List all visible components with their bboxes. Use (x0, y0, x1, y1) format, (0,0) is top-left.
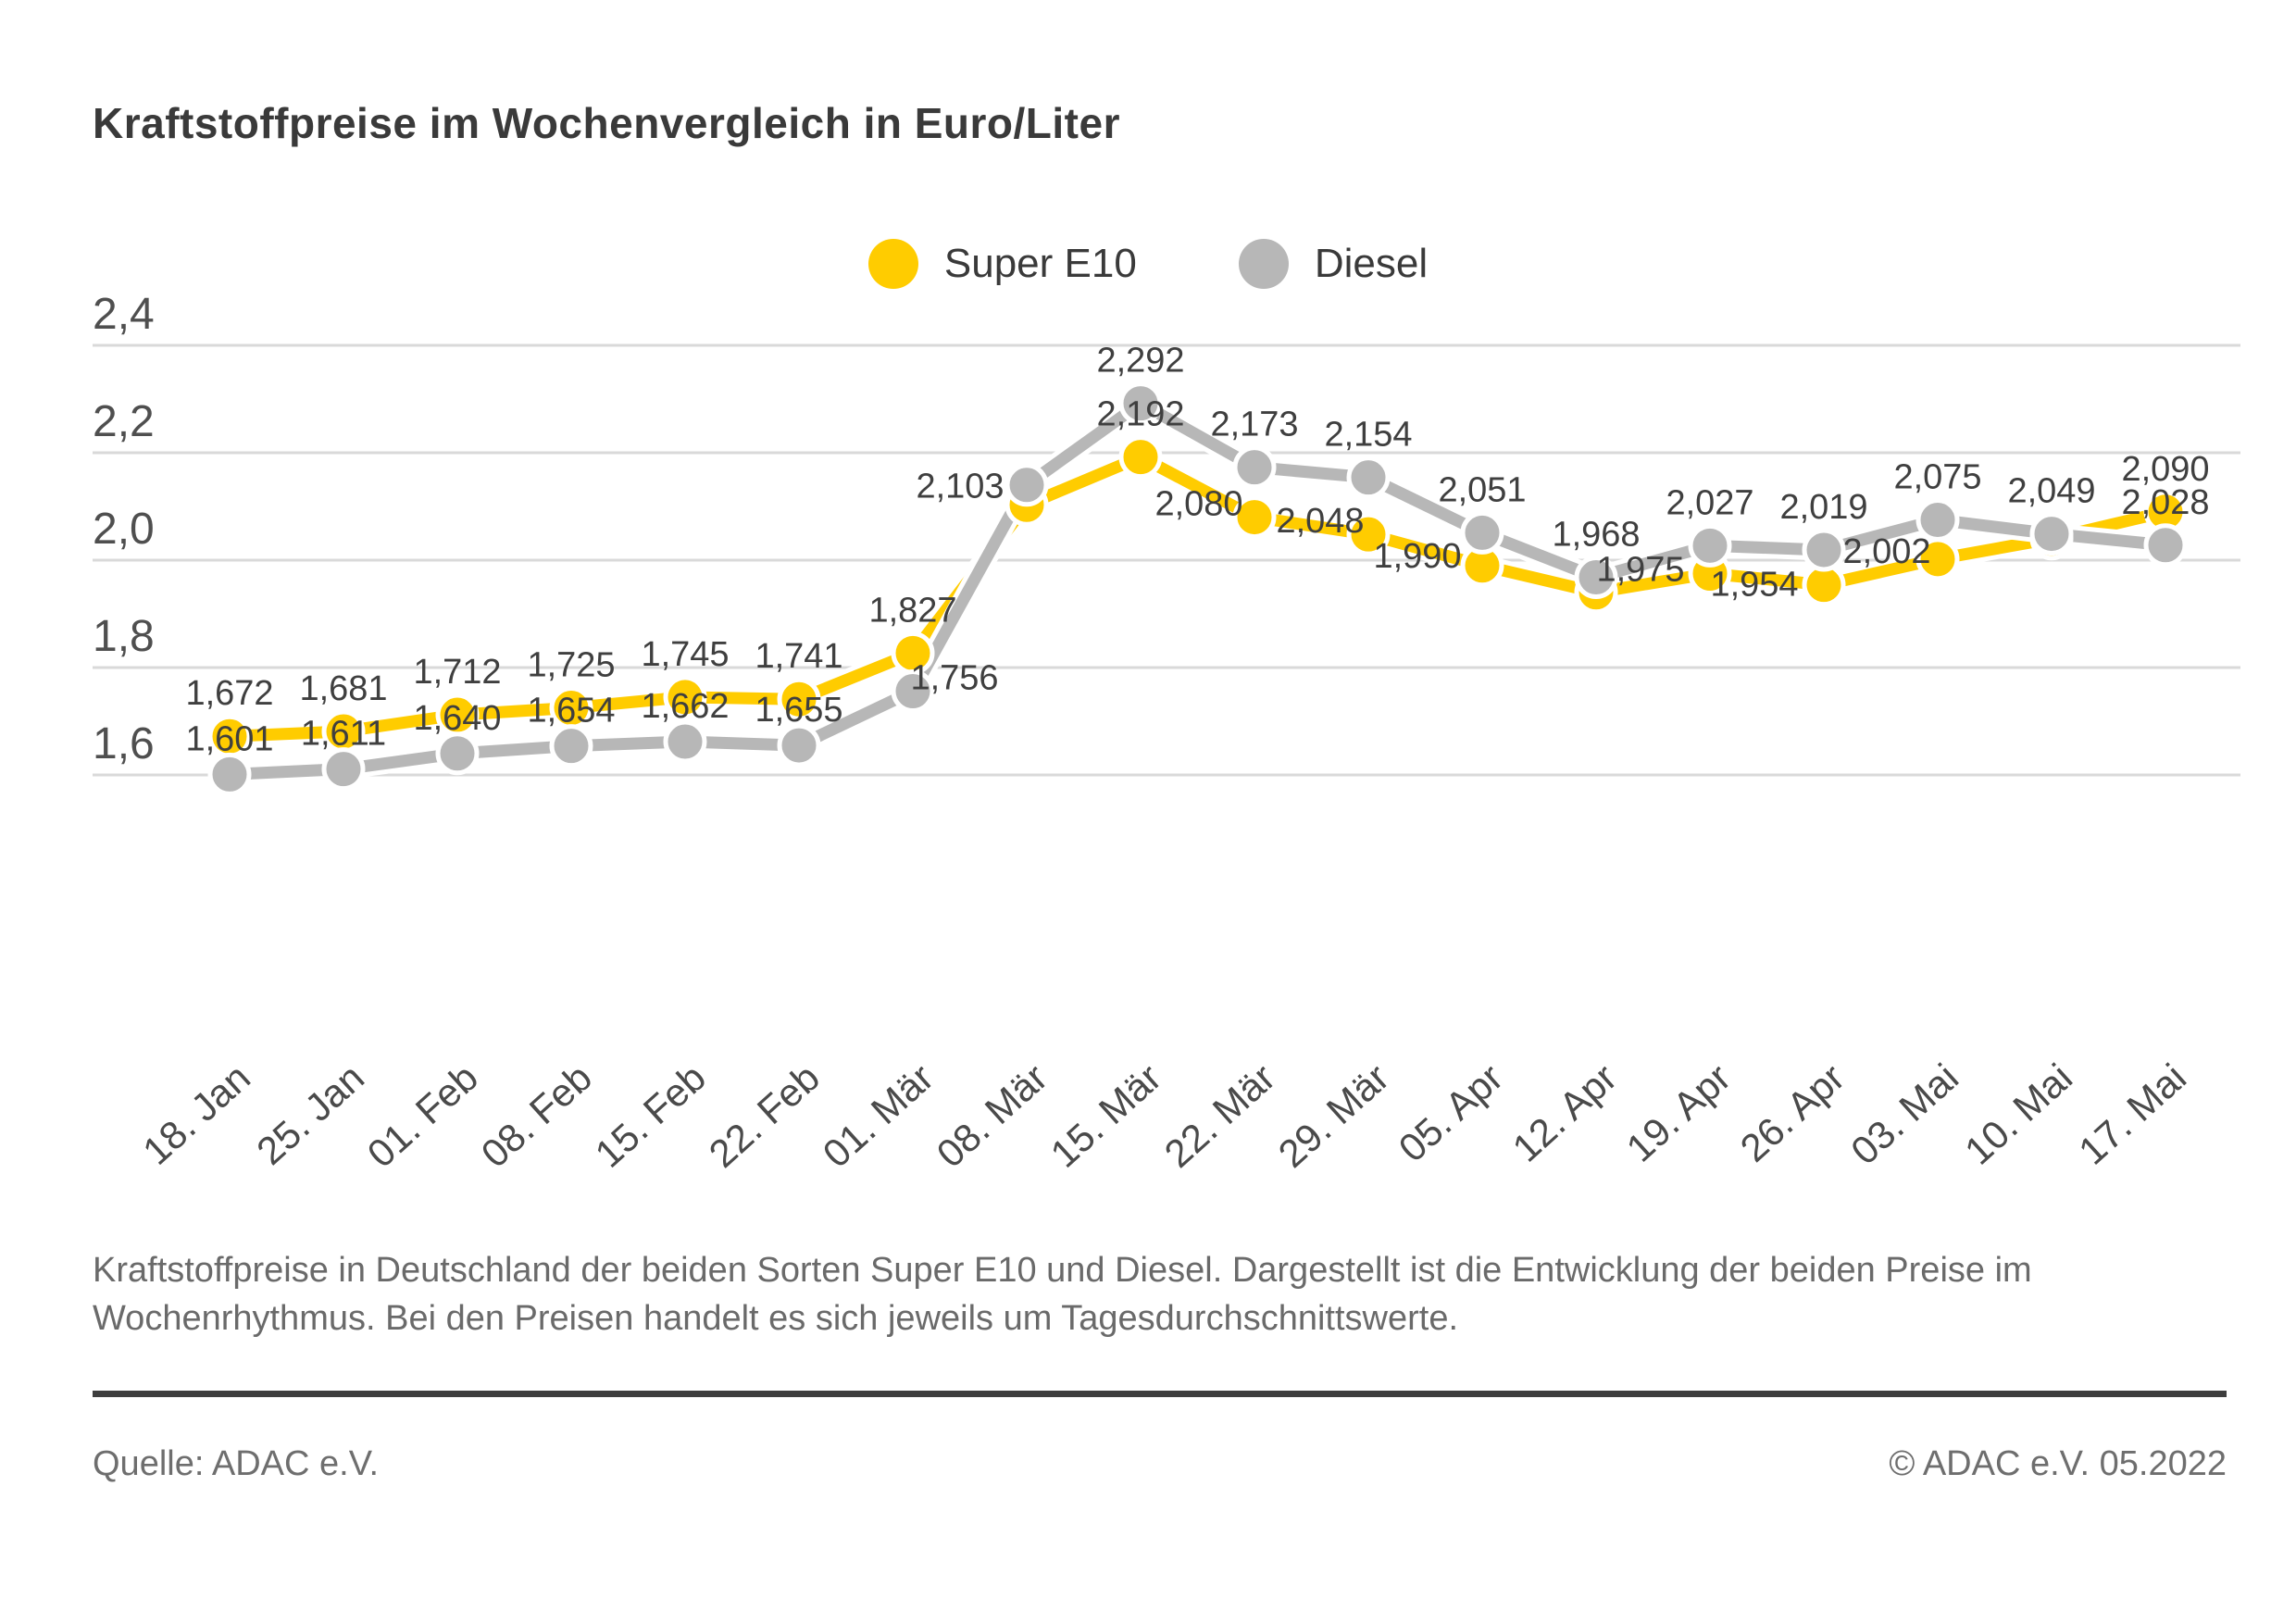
diesel-point (1232, 445, 1277, 490)
diesel-data-label: 2,051 (1438, 470, 1526, 509)
chart-legend: Super E10 Diesel (0, 239, 2296, 289)
super-e10-data-label: 2,048 (1276, 502, 1364, 541)
diesel-data-label: 2,028 (2121, 483, 2209, 522)
diesel-data-label: 1,640 (413, 699, 501, 738)
diesel-point (1004, 463, 1049, 507)
diesel-point (435, 731, 480, 776)
super-e10-point (1118, 435, 1163, 480)
super-e10-point (777, 677, 821, 721)
copyright-text: © ADAC e.V. 05.2022 (1889, 1444, 2227, 1483)
super-e10-data-label: 1,827 (868, 591, 956, 630)
x-tick-label: 12. Apr (1504, 1055, 1625, 1170)
diesel-point (1574, 556, 1618, 600)
super-e10-point (1232, 495, 1277, 540)
diesel-point (2143, 523, 2188, 568)
diesel-point (321, 747, 366, 792)
diesel-point (1688, 523, 1732, 568)
diesel-data-label: 1,601 (185, 719, 273, 758)
x-tick-label: 10. Mai (1956, 1055, 2080, 1173)
diesel-point (777, 723, 821, 768)
super-e10-data-label: 2,002 (1842, 532, 1930, 571)
x-tick-label: 17. Mai (2070, 1055, 2194, 1173)
diesel-point (207, 752, 252, 796)
y-tick-label: 2,0 (93, 505, 155, 554)
x-tick-label: 15. Feb (587, 1055, 714, 1176)
diesel-point (1802, 528, 1846, 572)
y-tick-label: 2,4 (93, 290, 155, 339)
footer-line: Quelle: ADAC e.V. © ADAC e.V. 05.2022 (93, 1444, 2227, 1484)
diesel-point (663, 719, 707, 764)
x-tick-label: 15. Mär (1042, 1055, 1169, 1176)
super-e10-data-label: 2,103 (916, 467, 1004, 506)
x-tick-label: 18. Jan (134, 1055, 258, 1173)
diesel-point (549, 724, 593, 768)
diesel-point (1346, 456, 1391, 500)
super-e10-point (1346, 512, 1391, 556)
diesel-data-label: 2,019 (1779, 488, 1867, 527)
super-e10-data-label: 1,975 (1596, 551, 1684, 590)
diesel-data-label: 1,655 (755, 691, 842, 730)
super-e10-data-label: 2,080 (1154, 485, 1242, 524)
super-e10-data-label: 1,672 (185, 674, 273, 713)
diesel-data-label: 1,968 (1552, 516, 1640, 555)
diesel-point (1915, 498, 1960, 542)
legend-label-diesel: Diesel (1314, 241, 1429, 286)
x-tick-label: 01. Mär (815, 1055, 942, 1176)
diesel-data-label: 1,611 (301, 715, 386, 754)
diesel-data-label: 1,756 (910, 659, 998, 698)
x-tick-label: 01. Feb (359, 1055, 486, 1176)
diesel-point (891, 669, 935, 714)
super-e10-data-label: 2,192 (1096, 395, 1184, 434)
super-e10-data-label: 1,712 (413, 653, 501, 692)
super-e10-data-label: 2,090 (2121, 450, 2209, 489)
diesel-point (2029, 512, 2074, 556)
diesel-data-label: 1,654 (527, 692, 615, 731)
super-e10-data-label: 1,741 (755, 637, 842, 676)
x-tick-label: 05. Apr (1391, 1055, 1511, 1170)
x-tick-label: 08. Mär (929, 1055, 1055, 1176)
diesel-data-label: 2,173 (1210, 406, 1298, 444)
x-tick-label: 25. Jan (248, 1055, 372, 1173)
legend-label-super-e10: Super E10 (943, 241, 1137, 286)
diesel-data-label: 2,292 (1096, 342, 1184, 381)
source-text: Quelle: ADAC e.V. (93, 1444, 380, 1483)
y-tick-label: 2,2 (93, 397, 155, 446)
diesel-data-label: 2,027 (1666, 483, 1753, 522)
footer-divider (93, 1391, 2227, 1397)
diesel-data-label: 2,075 (1893, 458, 1981, 497)
page-title: Kraftstoffpreise im Wochenvergleich in E… (93, 99, 1120, 147)
x-tick-label: 22. Mär (1156, 1055, 1283, 1176)
x-tick-label: 29. Mär (1270, 1055, 1397, 1176)
diesel-point (1118, 381, 1163, 426)
diesel-data-label: 1,662 (641, 687, 729, 726)
super-e10-data-label: 1,745 (641, 635, 729, 674)
x-tick-label: 03. Mai (1842, 1055, 1966, 1173)
super-e10-data-label: 1,954 (1710, 566, 1798, 605)
super-e10-data-label: 1,725 (527, 646, 615, 685)
x-tick-label: 22. Feb (701, 1055, 828, 1176)
diesel-data-label: 2,049 (2007, 472, 2095, 511)
legend-item-diesel: Diesel (1238, 239, 1429, 289)
diesel-point (1460, 510, 1504, 555)
x-tick-label: 19. Apr (1618, 1055, 1739, 1170)
y-tick-label: 1,8 (93, 612, 155, 661)
x-tick-label: 26. Apr (1732, 1055, 1853, 1170)
super-e10-data-label: 1,681 (299, 669, 387, 708)
x-tick-label: 08. Feb (473, 1055, 600, 1176)
y-tick-label: 1,6 (93, 719, 155, 768)
super-e10-legend-dot-icon (867, 239, 918, 289)
super-e10-point (663, 675, 707, 719)
diesel-legend-dot-icon (1238, 239, 1289, 289)
diesel-data-label: 2,154 (1324, 416, 1412, 455)
chart-description: Kraftstoffpreise in Deutschland der beid… (93, 1251, 2032, 1339)
legend-item-super-e10: Super E10 (867, 239, 1137, 289)
super-e10-data-label: 1,990 (1373, 537, 1461, 576)
